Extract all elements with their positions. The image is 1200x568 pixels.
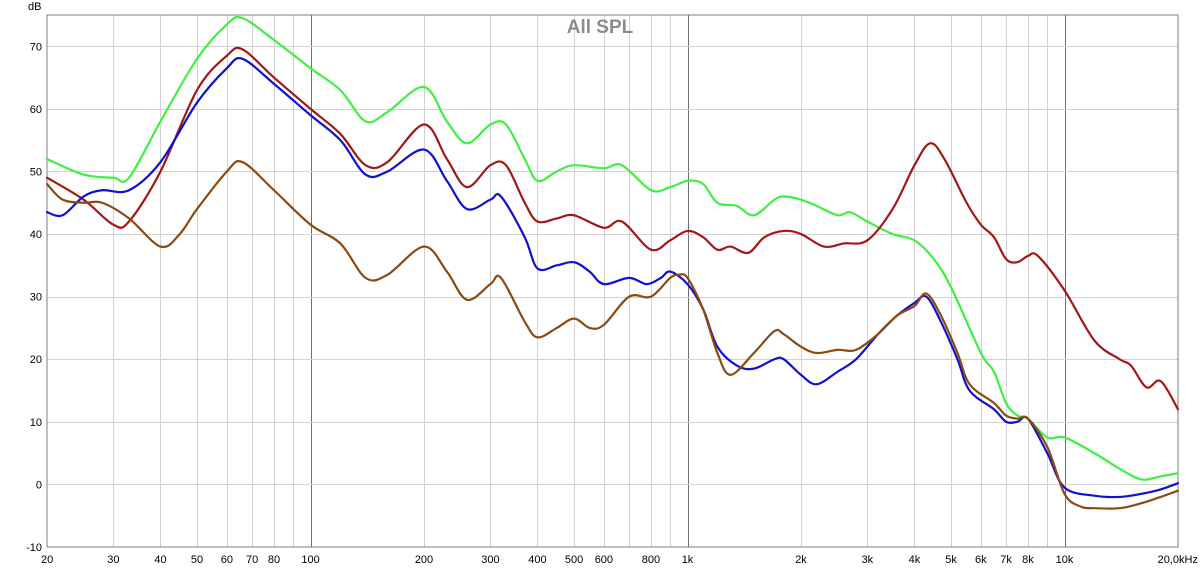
x-tick-label: 80 — [268, 554, 280, 566]
y-tick-label: 20 — [30, 354, 42, 366]
x-tick-label: 10k — [1056, 554, 1074, 566]
y-tick-label: -10 — [26, 542, 42, 554]
x-tick-label: 4k — [909, 554, 921, 566]
x-tick-label: 5k — [945, 554, 957, 566]
y-tick-label: 10 — [30, 417, 42, 429]
y-tick-label: 30 — [30, 292, 42, 304]
x-tick-label: 2k — [795, 554, 807, 566]
x-tick-label: 6k — [975, 554, 987, 566]
y-tick-label: 0 — [36, 479, 42, 491]
x-tick-label: 7k — [1000, 554, 1012, 566]
x-tick-label: 100 — [301, 554, 319, 566]
x-tick-label: 400 — [528, 554, 546, 566]
series-line-1 — [45, 15, 1180, 481]
x-tick-label: 60 — [221, 554, 233, 566]
x-tick-label: 300 — [481, 554, 499, 566]
x-tick-label: 8k — [1022, 554, 1034, 566]
x-tick-label: 70 — [246, 554, 258, 566]
x-tick-label: 20 — [41, 554, 53, 566]
plot-frame — [46, 14, 1179, 548]
series-line-2 — [45, 46, 1180, 411]
chart-title: All SPL — [567, 17, 634, 38]
series-lines — [45, 15, 1180, 510]
series-line-4 — [45, 160, 1180, 510]
x-tick-label: 30 — [107, 554, 119, 566]
x-tick-label: 1k — [682, 554, 694, 566]
x-tick-label: 500 — [565, 554, 583, 566]
y-tick-label: 70 — [30, 41, 42, 53]
x-tick-label: 600 — [595, 554, 613, 566]
y-tick-label: 50 — [30, 166, 42, 178]
x-tick-label: 200 — [415, 554, 433, 566]
plot-background — [47, 15, 1178, 547]
y-tick-label: 60 — [30, 104, 42, 116]
x-tick-label: 800 — [642, 554, 660, 566]
y-axis-label: dB — [28, 1, 41, 13]
x-tick-label: 40 — [154, 554, 166, 566]
tick-labels: -10 0 10 20 30 40 50 60 70 20 30 40 50 60 70 80 100 200 30… — [26, 41, 1198, 566]
x-tick-label: 3k — [862, 554, 874, 566]
grid-lines — [47, 15, 1178, 547]
x-tick-label: 50 — [191, 554, 203, 566]
y-tick-label: 40 — [30, 229, 42, 241]
x-tick-label: 20,0kHz — [1158, 554, 1198, 566]
